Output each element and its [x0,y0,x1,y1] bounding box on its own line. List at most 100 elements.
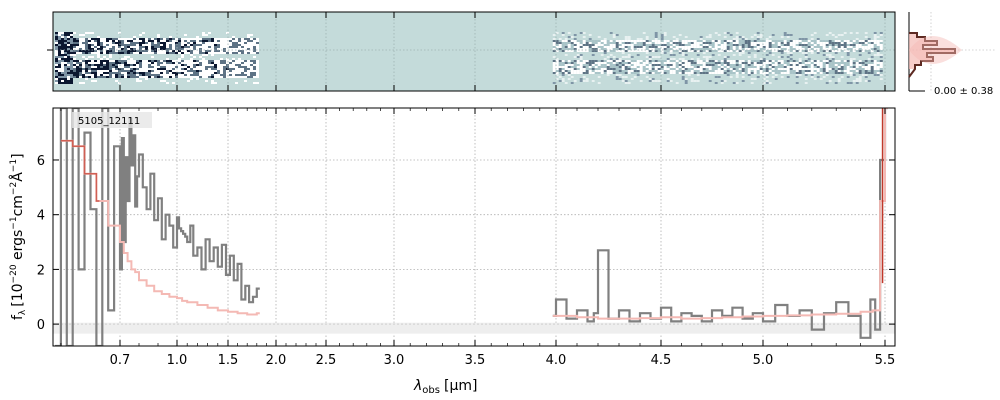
pixel [744,46,748,48]
pixel [229,46,232,48]
pixel [732,56,736,58]
pixel [831,68,835,70]
pixel [873,62,877,64]
pixel [765,64,769,66]
pixel [175,60,178,62]
pixel [61,38,64,40]
pixel [229,74,232,76]
pixel [202,38,205,40]
pixel [711,58,715,60]
pixel [615,62,619,64]
pixel [166,66,169,68]
pixel [846,42,850,44]
pixel [202,44,205,46]
pixel [864,36,868,38]
pixel [567,44,571,46]
pixel [253,54,256,56]
pixel [729,72,733,74]
pixel [792,32,796,34]
pixel [717,44,721,46]
pixel [70,74,73,76]
pixel [732,58,736,60]
pixel [175,34,178,36]
pixel [73,70,76,72]
pixel [576,78,580,80]
pixel [82,62,85,64]
pixel [109,72,112,74]
pixel [777,58,781,60]
pixel [861,38,865,40]
pixel [840,82,844,84]
pixel [124,42,127,44]
pixel [127,60,130,62]
pixel [702,32,706,34]
pixel [85,44,88,46]
pixel [130,54,133,56]
pixel [139,36,142,38]
pixel [55,74,58,76]
pixel [756,68,760,70]
pixel [609,56,613,58]
pixel [91,68,94,70]
pixel [205,68,208,70]
pixel [591,76,595,78]
pixel [552,40,556,42]
pixel [699,38,703,40]
pixel [810,58,814,60]
pixel [555,74,559,76]
pixel [229,80,232,82]
pixel [220,56,223,58]
pixel [570,82,574,84]
pixel [70,60,73,62]
pixel [771,34,775,36]
pixel [70,44,73,46]
pixel [232,62,235,64]
pixel [103,64,106,66]
pixel [768,76,772,78]
pixel [633,82,637,84]
pixel [570,44,574,46]
pixel [229,62,232,64]
pixel [76,74,79,76]
y-label-f2: −2 [9,182,19,195]
pixel [765,74,769,76]
pixel [88,46,91,48]
pixel [618,64,622,66]
pixel [699,50,703,52]
pixel [879,72,883,74]
pixel [55,44,58,46]
pixel [735,80,739,82]
pixel [208,62,211,64]
pixel [642,52,646,54]
pixel [822,38,826,40]
pixel [169,52,172,54]
pixel [184,40,187,42]
main-plot-area [53,108,895,346]
pixel [253,70,256,72]
pixel [205,32,208,34]
pixel [588,42,592,44]
pixel [136,52,139,54]
pixel [816,80,820,82]
pixel [681,34,685,36]
pixel [690,34,694,36]
pixel [648,74,652,76]
pixel [241,50,244,52]
pixel [756,80,760,82]
pixel [151,52,154,54]
pixel [645,80,649,82]
pixel [199,74,202,76]
pixel [588,66,592,68]
pixel [552,80,556,82]
pixel [558,34,562,36]
pixel [669,66,673,68]
pixel [831,82,835,84]
pixel [663,46,667,48]
pixel [720,36,724,38]
pixel [618,38,622,40]
pixel [717,38,721,40]
pixel [639,76,643,78]
pixel [750,36,754,38]
pixel [256,52,259,54]
pixel [70,46,73,48]
